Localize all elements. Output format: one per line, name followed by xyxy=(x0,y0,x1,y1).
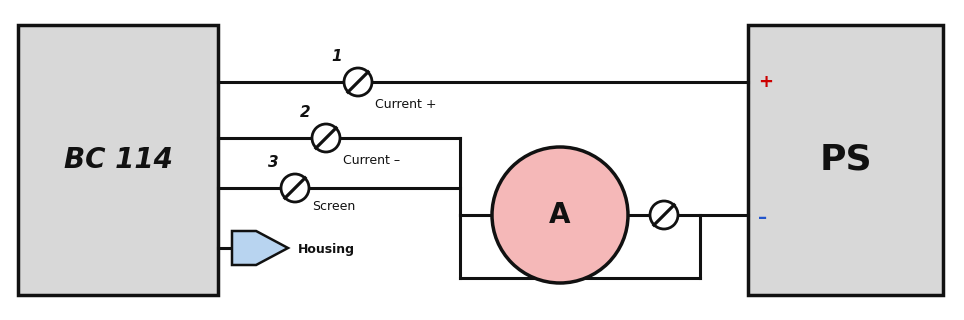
Text: BC 114: BC 114 xyxy=(64,146,173,174)
Ellipse shape xyxy=(492,147,628,283)
Text: 3: 3 xyxy=(268,155,279,170)
Text: –: – xyxy=(758,209,767,227)
Ellipse shape xyxy=(281,174,309,202)
Ellipse shape xyxy=(312,124,340,152)
Text: PS: PS xyxy=(819,143,871,177)
Ellipse shape xyxy=(650,201,678,229)
Bar xyxy=(18,25,218,295)
Text: A: A xyxy=(549,201,571,229)
Ellipse shape xyxy=(344,68,372,96)
Text: 1: 1 xyxy=(332,49,342,64)
FancyArrow shape xyxy=(232,231,288,265)
Text: Current +: Current + xyxy=(375,98,437,111)
Text: Housing: Housing xyxy=(298,244,355,257)
Text: Current –: Current – xyxy=(343,154,400,167)
Text: +: + xyxy=(758,73,773,91)
Text: Screen: Screen xyxy=(312,200,356,213)
Bar xyxy=(748,25,943,295)
Text: 2: 2 xyxy=(300,105,310,120)
